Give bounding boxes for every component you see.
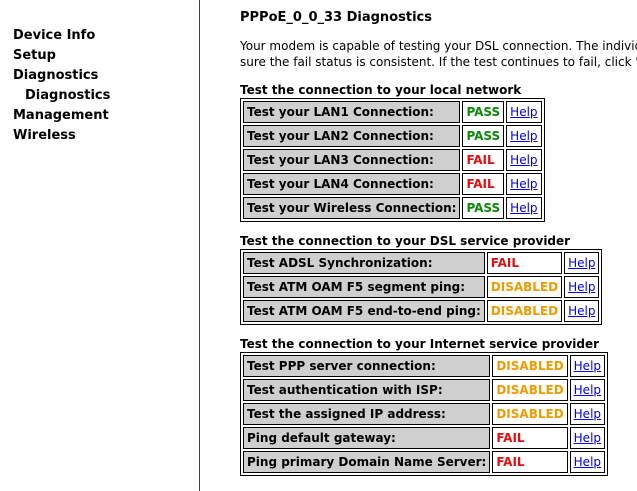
intro-text: Your modem is capable of testing your DS… <box>240 38 637 70</box>
help-link[interactable]: Help <box>569 403 606 425</box>
lan-test-table: Test your LAN1 Connection: PASS Help Test y… <box>240 98 545 222</box>
test-label: Ping default gateway: <box>243 427 491 449</box>
help-link[interactable]: Help <box>569 427 606 449</box>
test-label: Ping primary Domain Name Server: <box>243 451 491 473</box>
test-row: Test your LAN2 Connection: PASS Help <box>243 125 542 147</box>
test-label: Test your LAN1 Connection: <box>243 101 461 123</box>
lan-section-title: Test the connection to your local networ… <box>240 83 522 97</box>
intro-line-2: sure the fail status is consistent. If t… <box>240 55 637 69</box>
test-row: Test ATM OAM F5 segment ping: DISABLED Hel… <box>243 276 600 298</box>
test-label: Test your LAN4 Connection: <box>243 173 461 195</box>
test-row: Test PPP server connection: DISABLED Help <box>243 355 606 377</box>
help-link[interactable]: Help <box>564 276 600 298</box>
help-link[interactable]: Help <box>564 252 600 274</box>
page-title: PPPoE_0_0_33 Diagnostics <box>240 10 432 25</box>
test-status: FAIL <box>462 149 505 171</box>
sidebar-nav: Device Info Setup Diagnostics Diagnostic… <box>13 26 110 146</box>
help-link[interactable]: Help <box>506 197 542 219</box>
help-link[interactable]: Help <box>506 101 542 123</box>
test-status: PASS <box>462 125 505 147</box>
test-status: DISABLED <box>492 379 568 401</box>
test-row: Test your LAN3 Connection: FAIL Help <box>243 149 542 171</box>
test-row: Test your LAN4 Connection: FAIL Help <box>243 173 542 195</box>
nav-diagnostics[interactable]: Diagnostics <box>13 68 99 83</box>
test-row: Test the assigned IP address: DISABLED Hel… <box>243 403 606 425</box>
help-link[interactable]: Help <box>569 379 606 401</box>
help-link[interactable]: Help <box>506 173 542 195</box>
test-status: FAIL <box>462 173 505 195</box>
test-label: Test ADSL Synchronization: <box>243 252 485 274</box>
test-status: DISABLED <box>492 403 568 425</box>
test-status: DISABLED <box>486 276 563 298</box>
test-label: Test PPP server connection: <box>243 355 491 377</box>
test-status: FAIL <box>492 451 568 473</box>
test-row: Test authentication with ISP: DISABLED Hel… <box>243 379 606 401</box>
help-link[interactable]: Help <box>564 300 600 322</box>
test-status: DISABLED <box>492 355 568 377</box>
test-status: PASS <box>462 101 505 123</box>
intro-line-1: Your modem is capable of testing your DS… <box>240 39 637 53</box>
dsl-test-table: Test ADSL Synchronization: FAIL Help Test A… <box>240 249 603 325</box>
test-status: DISABLED <box>486 300 563 322</box>
nav-diagnostics-sub[interactable]: Diagnostics <box>25 88 111 103</box>
test-label: Test ATM OAM F5 segment ping: <box>243 276 485 298</box>
help-link[interactable]: Help <box>506 149 542 171</box>
test-label: Test your LAN3 Connection: <box>243 149 461 171</box>
test-status: FAIL <box>486 252 563 274</box>
help-link[interactable]: Help <box>569 355 606 377</box>
test-row: Test your Wireless Connection: PASS Help <box>243 197 542 219</box>
test-label: Test your LAN2 Connection: <box>243 125 461 147</box>
main-content: PPPoE_0_0_33 Diagnostics Your modem is c… <box>240 0 637 491</box>
test-status: FAIL <box>492 427 568 449</box>
nav-management[interactable]: Management <box>13 108 109 123</box>
test-status: PASS <box>462 197 505 219</box>
test-row: Test ATM OAM F5 end-to-end ping: DISABLED… <box>243 300 600 322</box>
test-label: Test your Wireless Connection: <box>243 197 461 219</box>
nav-device-info[interactable]: Device Info <box>13 28 96 43</box>
test-row: Test your LAN1 Connection: PASS Help <box>243 101 542 123</box>
isp-test-table: Test PPP server connection: DISABLED Help T… <box>240 352 609 476</box>
isp-section-title: Test the connection to your Internet ser… <box>240 337 600 351</box>
test-row: Ping primary Domain Name Server: FAIL Help <box>243 451 606 473</box>
dsl-section-title: Test the connection to your DSL service … <box>240 234 571 248</box>
test-label: Test authentication with ISP: <box>243 379 491 401</box>
sidebar: Device Info Setup Diagnostics Diagnostic… <box>0 0 200 491</box>
test-row: Ping default gateway: FAIL Help <box>243 427 606 449</box>
nav-setup[interactable]: Setup <box>13 48 56 63</box>
help-link[interactable]: Help <box>569 451 606 473</box>
nav-wireless[interactable]: Wireless <box>13 128 76 143</box>
test-label: Test the assigned IP address: <box>243 403 491 425</box>
test-row: Test ADSL Synchronization: FAIL Help <box>243 252 600 274</box>
help-link[interactable]: Help <box>506 125 542 147</box>
test-label: Test ATM OAM F5 end-to-end ping: <box>243 300 485 322</box>
